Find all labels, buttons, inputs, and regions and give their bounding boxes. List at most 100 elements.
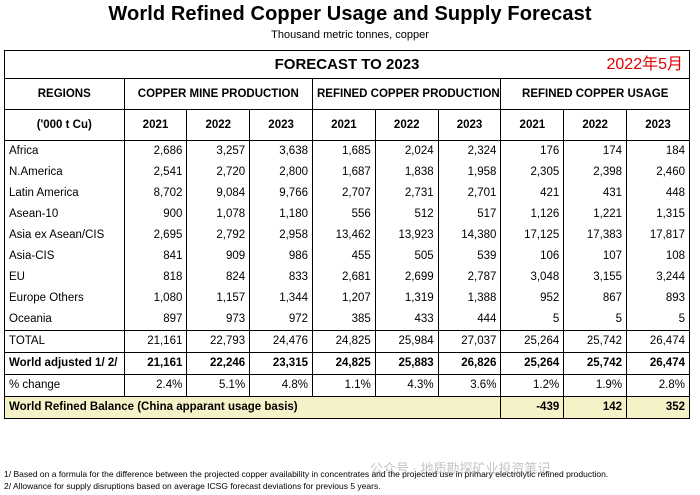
table-cell: 26,474: [626, 330, 690, 353]
table-cell: 1,388: [437, 288, 502, 309]
table-cell: 2,398: [563, 162, 628, 183]
regions-header: REGIONS: [4, 78, 125, 110]
table-cell: 106: [500, 246, 565, 267]
world-adjusted-row: World adjusted 1/ 2/ 21,161 22,246 23,31…: [4, 352, 690, 375]
row-label: Latin America: [4, 183, 125, 204]
table-row: N.America 2,541 2,720 2,800 1,687 1,838 1,958 2…: [4, 162, 690, 183]
table-cell: 3,257: [186, 140, 251, 162]
page-subtitle: Thousand metric tonnes, copper: [271, 29, 429, 41]
table-cell: 9,084: [186, 183, 251, 204]
table-cell: 1,687: [312, 162, 376, 183]
table-cell: 2,701: [437, 183, 502, 204]
balance-cell: 142: [563, 396, 628, 419]
table-cell: 2,541: [123, 162, 188, 183]
forecast-heading-cell: FORECAST TO 2023 2022年5月: [4, 50, 690, 79]
year-header: 2022: [186, 109, 251, 141]
table-cell: 867: [563, 288, 628, 309]
table-cell: 986: [249, 246, 313, 267]
table-cell: 448: [626, 183, 690, 204]
table-cell: 1.9%: [563, 374, 628, 397]
table-cell: 17,125: [500, 225, 565, 246]
footnote-2: 2/ Allowance for supply disruptions base…: [4, 481, 381, 491]
table-cell: 3.6%: [437, 374, 502, 397]
table-cell: 25,264: [500, 330, 565, 353]
table-cell: 824: [186, 267, 251, 288]
table-cell: 2,024: [374, 140, 439, 162]
table-cell: 1,344: [249, 288, 313, 309]
table-cell: 444: [437, 309, 502, 331]
table-cell: 5: [626, 309, 690, 331]
forecast-table: FORECAST TO 2023 2022年5月 REGIONS COPPER …: [3, 50, 690, 419]
table-cell: 1,685: [312, 140, 376, 162]
table-cell: 2,720: [186, 162, 251, 183]
table-cell: 505: [374, 246, 439, 267]
row-label: Europe Others: [4, 288, 125, 309]
table-cell: 2,324: [437, 140, 502, 162]
year-header: 2022: [374, 109, 439, 141]
table-row: Latin America 8,702 9,084 9,766 2,707 2,731 2,…: [4, 183, 690, 204]
year-header: 2021: [500, 109, 565, 141]
table-cell: 2,792: [186, 225, 251, 246]
table-cell: 893: [626, 288, 690, 309]
table-cell: 2,800: [249, 162, 313, 183]
region-rows: Africa 2,686 3,257 3,638 1,685 2,024 2,324 176 1…: [4, 140, 690, 331]
table-cell: 25,264: [500, 352, 565, 375]
table-cell: 3,048: [500, 267, 565, 288]
table-cell: 818: [123, 267, 188, 288]
table-cell: 952: [500, 288, 565, 309]
row-label: TOTAL: [4, 330, 125, 353]
table-cell: 973: [186, 309, 251, 331]
table-row: Europe Others 1,080 1,157 1,344 1,207 1,319 1,…: [4, 288, 690, 309]
table-cell: 17,817: [626, 225, 690, 246]
table-cell: 4.3%: [374, 374, 439, 397]
date-stamp: 2022年5月: [606, 56, 684, 73]
page-title: World Refined Copper Usage and Supply Fo…: [108, 3, 592, 25]
table-row: Africa 2,686 3,257 3,638 1,685 2,024 2,324 176 1…: [4, 140, 690, 162]
table-cell: 4.8%: [249, 374, 313, 397]
refined-production-header: REFINED COPPER PRODUCTION: [311, 78, 502, 110]
year-header: 2021: [123, 109, 188, 141]
table-cell: 2,686: [123, 140, 188, 162]
table-cell: 184: [626, 140, 690, 162]
table-cell: 17,383: [563, 225, 628, 246]
total-row: TOTAL 21,161 22,793 24,476 24,825 25,984…: [4, 330, 690, 353]
table-cell: 23,315: [249, 352, 313, 375]
row-label: % change: [4, 374, 125, 397]
table-cell: 2,787: [437, 267, 502, 288]
table-cell: 1,157: [186, 288, 251, 309]
table-cell: 1,958: [437, 162, 502, 183]
table-cell: 1,838: [374, 162, 439, 183]
row-label: World adjusted 1/ 2/: [4, 352, 125, 375]
table-cell: 2,707: [312, 183, 376, 204]
table-cell: 26,474: [626, 352, 690, 375]
table-cell: 433: [374, 309, 439, 331]
table-cell: 2,731: [374, 183, 439, 204]
year-header: 2021: [312, 109, 376, 141]
table-cell: 21,161: [123, 330, 188, 353]
table-cell: 539: [437, 246, 502, 267]
table-cell: 2,958: [249, 225, 313, 246]
row-label: EU: [4, 267, 125, 288]
table-cell: 24,825: [312, 330, 376, 353]
table-cell: 1,126: [500, 204, 565, 225]
table-cell: 24,825: [312, 352, 376, 375]
table-cell: 3,638: [249, 140, 313, 162]
table-cell: 512: [374, 204, 439, 225]
table-cell: 5: [500, 309, 565, 331]
row-label: Asean-10: [4, 204, 125, 225]
pct-change-row: % change 2.4% 5.1% 4.8% 1.1% 4.3% 3.6% 1…: [4, 374, 690, 397]
forecast-heading: FORECAST TO 2023: [274, 56, 420, 73]
table-cell: 2,695: [123, 225, 188, 246]
row-label: N.America: [4, 162, 125, 183]
table-cell: 22,793: [186, 330, 251, 353]
row-label: Africa: [4, 140, 125, 162]
table-cell: 431: [563, 183, 628, 204]
table-row: Asean-10 900 1,078 1,180 556 512 517 1,126 1,221…: [4, 204, 690, 225]
table-cell: 25,742: [563, 330, 628, 353]
table-row: Asia-CIS 841 909 986 455 505 539 106 107 108: [4, 246, 690, 267]
table-cell: 14,380: [437, 225, 502, 246]
year-header: 2023: [626, 109, 690, 141]
table-cell: 1,315: [626, 204, 690, 225]
year-header: 2022: [563, 109, 628, 141]
table-cell: 1,221: [563, 204, 628, 225]
